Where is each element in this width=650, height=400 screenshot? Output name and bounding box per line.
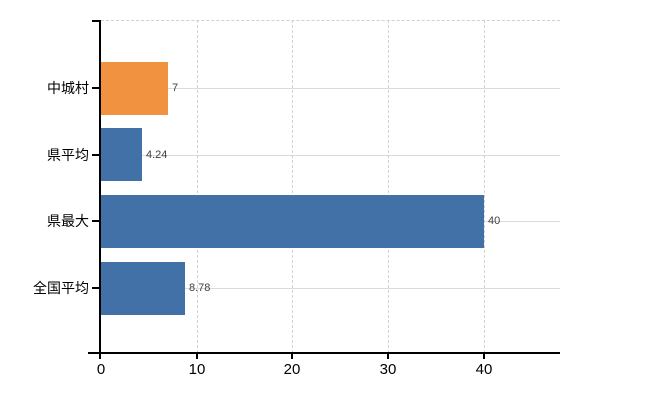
y-tick-mark (92, 154, 99, 156)
y-tick-mark (92, 220, 99, 222)
x-tick-mark (387, 354, 389, 359)
h-gridline (101, 288, 560, 289)
v-gridline (292, 20, 293, 353)
bar-value-label: 7 (172, 82, 179, 94)
bar-value-label: 40 (488, 215, 501, 227)
plot-top-border (101, 20, 560, 21)
y-tick-mark (92, 20, 99, 22)
h-gridline (101, 88, 560, 89)
category-label: 全国平均 (33, 280, 89, 296)
h-gridline (101, 155, 560, 156)
v-gridline (484, 20, 485, 353)
bar-value-label: 8.78 (189, 282, 211, 294)
category-label: 県最大 (47, 213, 89, 229)
x-tick-label: 10 (188, 361, 206, 378)
x-tick-mark (196, 354, 198, 359)
bar (101, 195, 484, 248)
x-axis-line (88, 352, 560, 354)
x-tick-mark (291, 354, 293, 359)
category-label: 中城村 (47, 80, 89, 96)
y-axis-line (99, 20, 101, 359)
bar-value-label: 4.24 (146, 149, 168, 161)
bar (101, 262, 185, 315)
x-tick-label: 30 (379, 361, 397, 378)
y-tick-mark (92, 287, 99, 289)
v-gridline (388, 20, 389, 353)
x-tick-label: 0 (96, 361, 106, 378)
x-tick-label: 20 (283, 361, 301, 378)
x-tick-label: 40 (475, 361, 493, 378)
bar (101, 62, 168, 115)
y-tick-mark (92, 87, 99, 89)
bar (101, 128, 142, 181)
v-gridline (197, 20, 198, 353)
x-tick-mark (483, 354, 485, 359)
category-label: 県平均 (47, 147, 89, 163)
